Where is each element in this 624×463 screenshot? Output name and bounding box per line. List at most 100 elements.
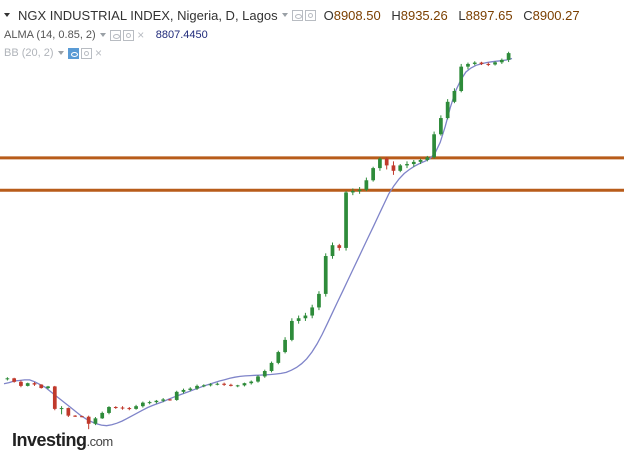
gear-icon[interactable] — [80, 47, 92, 59]
candle-body — [140, 402, 145, 407]
candle-body — [330, 245, 335, 257]
candle — [168, 398, 172, 401]
candle — [337, 243, 342, 251]
candle-body — [296, 318, 301, 321]
candle — [195, 384, 199, 390]
candle — [310, 304, 315, 319]
candle-body — [425, 157, 430, 160]
candle — [242, 382, 247, 387]
candle — [52, 385, 57, 411]
candle — [235, 384, 240, 388]
candle — [12, 377, 17, 383]
candle-body — [107, 406, 111, 413]
candle — [73, 415, 77, 418]
candle — [19, 380, 23, 388]
candle-body — [323, 256, 328, 294]
candle — [290, 318, 294, 342]
candle — [479, 61, 484, 66]
candle — [256, 375, 260, 383]
candle-body — [46, 386, 50, 389]
alma-label: ALMA (14, 0.85, 2) — [4, 29, 96, 41]
candle-body — [242, 383, 247, 386]
collapse-caret-icon[interactable] — [4, 13, 10, 17]
candle-body — [350, 191, 355, 193]
candle — [364, 177, 369, 192]
candle — [154, 399, 159, 404]
candle — [134, 404, 138, 410]
chevron-down-icon[interactable] — [57, 51, 64, 55]
candle — [181, 388, 186, 394]
candle-body — [357, 189, 362, 192]
candle-body — [506, 53, 511, 60]
candle — [276, 350, 281, 365]
candle — [86, 415, 91, 430]
candle-body — [181, 389, 186, 392]
candle — [384, 157, 389, 170]
candle-body — [229, 384, 233, 386]
candle-body — [344, 192, 348, 248]
gear-icon[interactable] — [304, 9, 316, 21]
candle — [25, 382, 30, 387]
candle-body — [269, 362, 274, 372]
candle-body — [39, 384, 44, 389]
candle-body — [371, 168, 376, 181]
candle — [459, 63, 464, 93]
candle-body — [235, 385, 240, 387]
horizontal-levels — [0, 156, 624, 192]
candle-body — [147, 402, 152, 404]
ohlc-readout: O8908.50 H8935.26 L8897.65 C8900.27 — [324, 8, 587, 23]
candle-body — [52, 386, 57, 409]
eye-icon[interactable] — [109, 29, 121, 41]
candle-body — [445, 101, 450, 119]
close-icon[interactable]: × — [93, 45, 104, 60]
candle — [201, 384, 206, 388]
symbol-title: NGX INDUSTRIAL INDEX, Nigeria, D, Lagos — [18, 7, 278, 23]
chevron-down-icon[interactable] — [281, 13, 288, 17]
alma-indicator-row: ALMA (14, 0.85, 2) × 8807.4450 — [4, 28, 208, 42]
candle — [188, 387, 193, 392]
candle — [486, 62, 491, 67]
candle-body — [66, 408, 71, 416]
close-icon[interactable]: × — [135, 27, 146, 42]
candle — [317, 291, 321, 311]
candle — [262, 369, 267, 378]
high-value: 8935.26 — [400, 7, 448, 23]
open-value: 8908.50 — [333, 7, 381, 23]
candle-body — [59, 408, 64, 410]
candle — [59, 406, 64, 415]
candle-body — [174, 391, 179, 400]
candle — [174, 390, 179, 401]
candle-body — [452, 90, 457, 102]
eye-icon[interactable] — [291, 9, 303, 21]
close-value: 8900.27 — [532, 7, 580, 23]
candle — [161, 398, 166, 403]
candle-body — [486, 63, 491, 65]
candle — [127, 406, 132, 411]
candle — [229, 383, 233, 387]
candle — [46, 385, 50, 390]
chevron-down-icon[interactable] — [99, 33, 106, 37]
candle-body — [80, 416, 84, 418]
candle-body — [499, 59, 504, 63]
candle-body — [5, 378, 10, 380]
candle-body — [493, 62, 497, 65]
open-label: O — [323, 7, 334, 23]
candle-body — [432, 134, 436, 158]
candle-body — [100, 412, 105, 419]
candle — [445, 99, 450, 120]
candle — [506, 51, 511, 63]
candle — [66, 407, 71, 418]
candle — [303, 312, 308, 321]
candle-body — [134, 406, 138, 409]
candle-body — [303, 315, 308, 319]
candle-body — [479, 62, 484, 64]
candle-body — [201, 385, 206, 387]
candle — [107, 406, 111, 415]
candle — [222, 382, 226, 386]
candle — [439, 115, 443, 136]
candle-body — [215, 383, 220, 385]
gear-icon[interactable] — [122, 29, 134, 41]
candle — [140, 401, 145, 408]
eye-off-icon[interactable] — [67, 47, 79, 59]
